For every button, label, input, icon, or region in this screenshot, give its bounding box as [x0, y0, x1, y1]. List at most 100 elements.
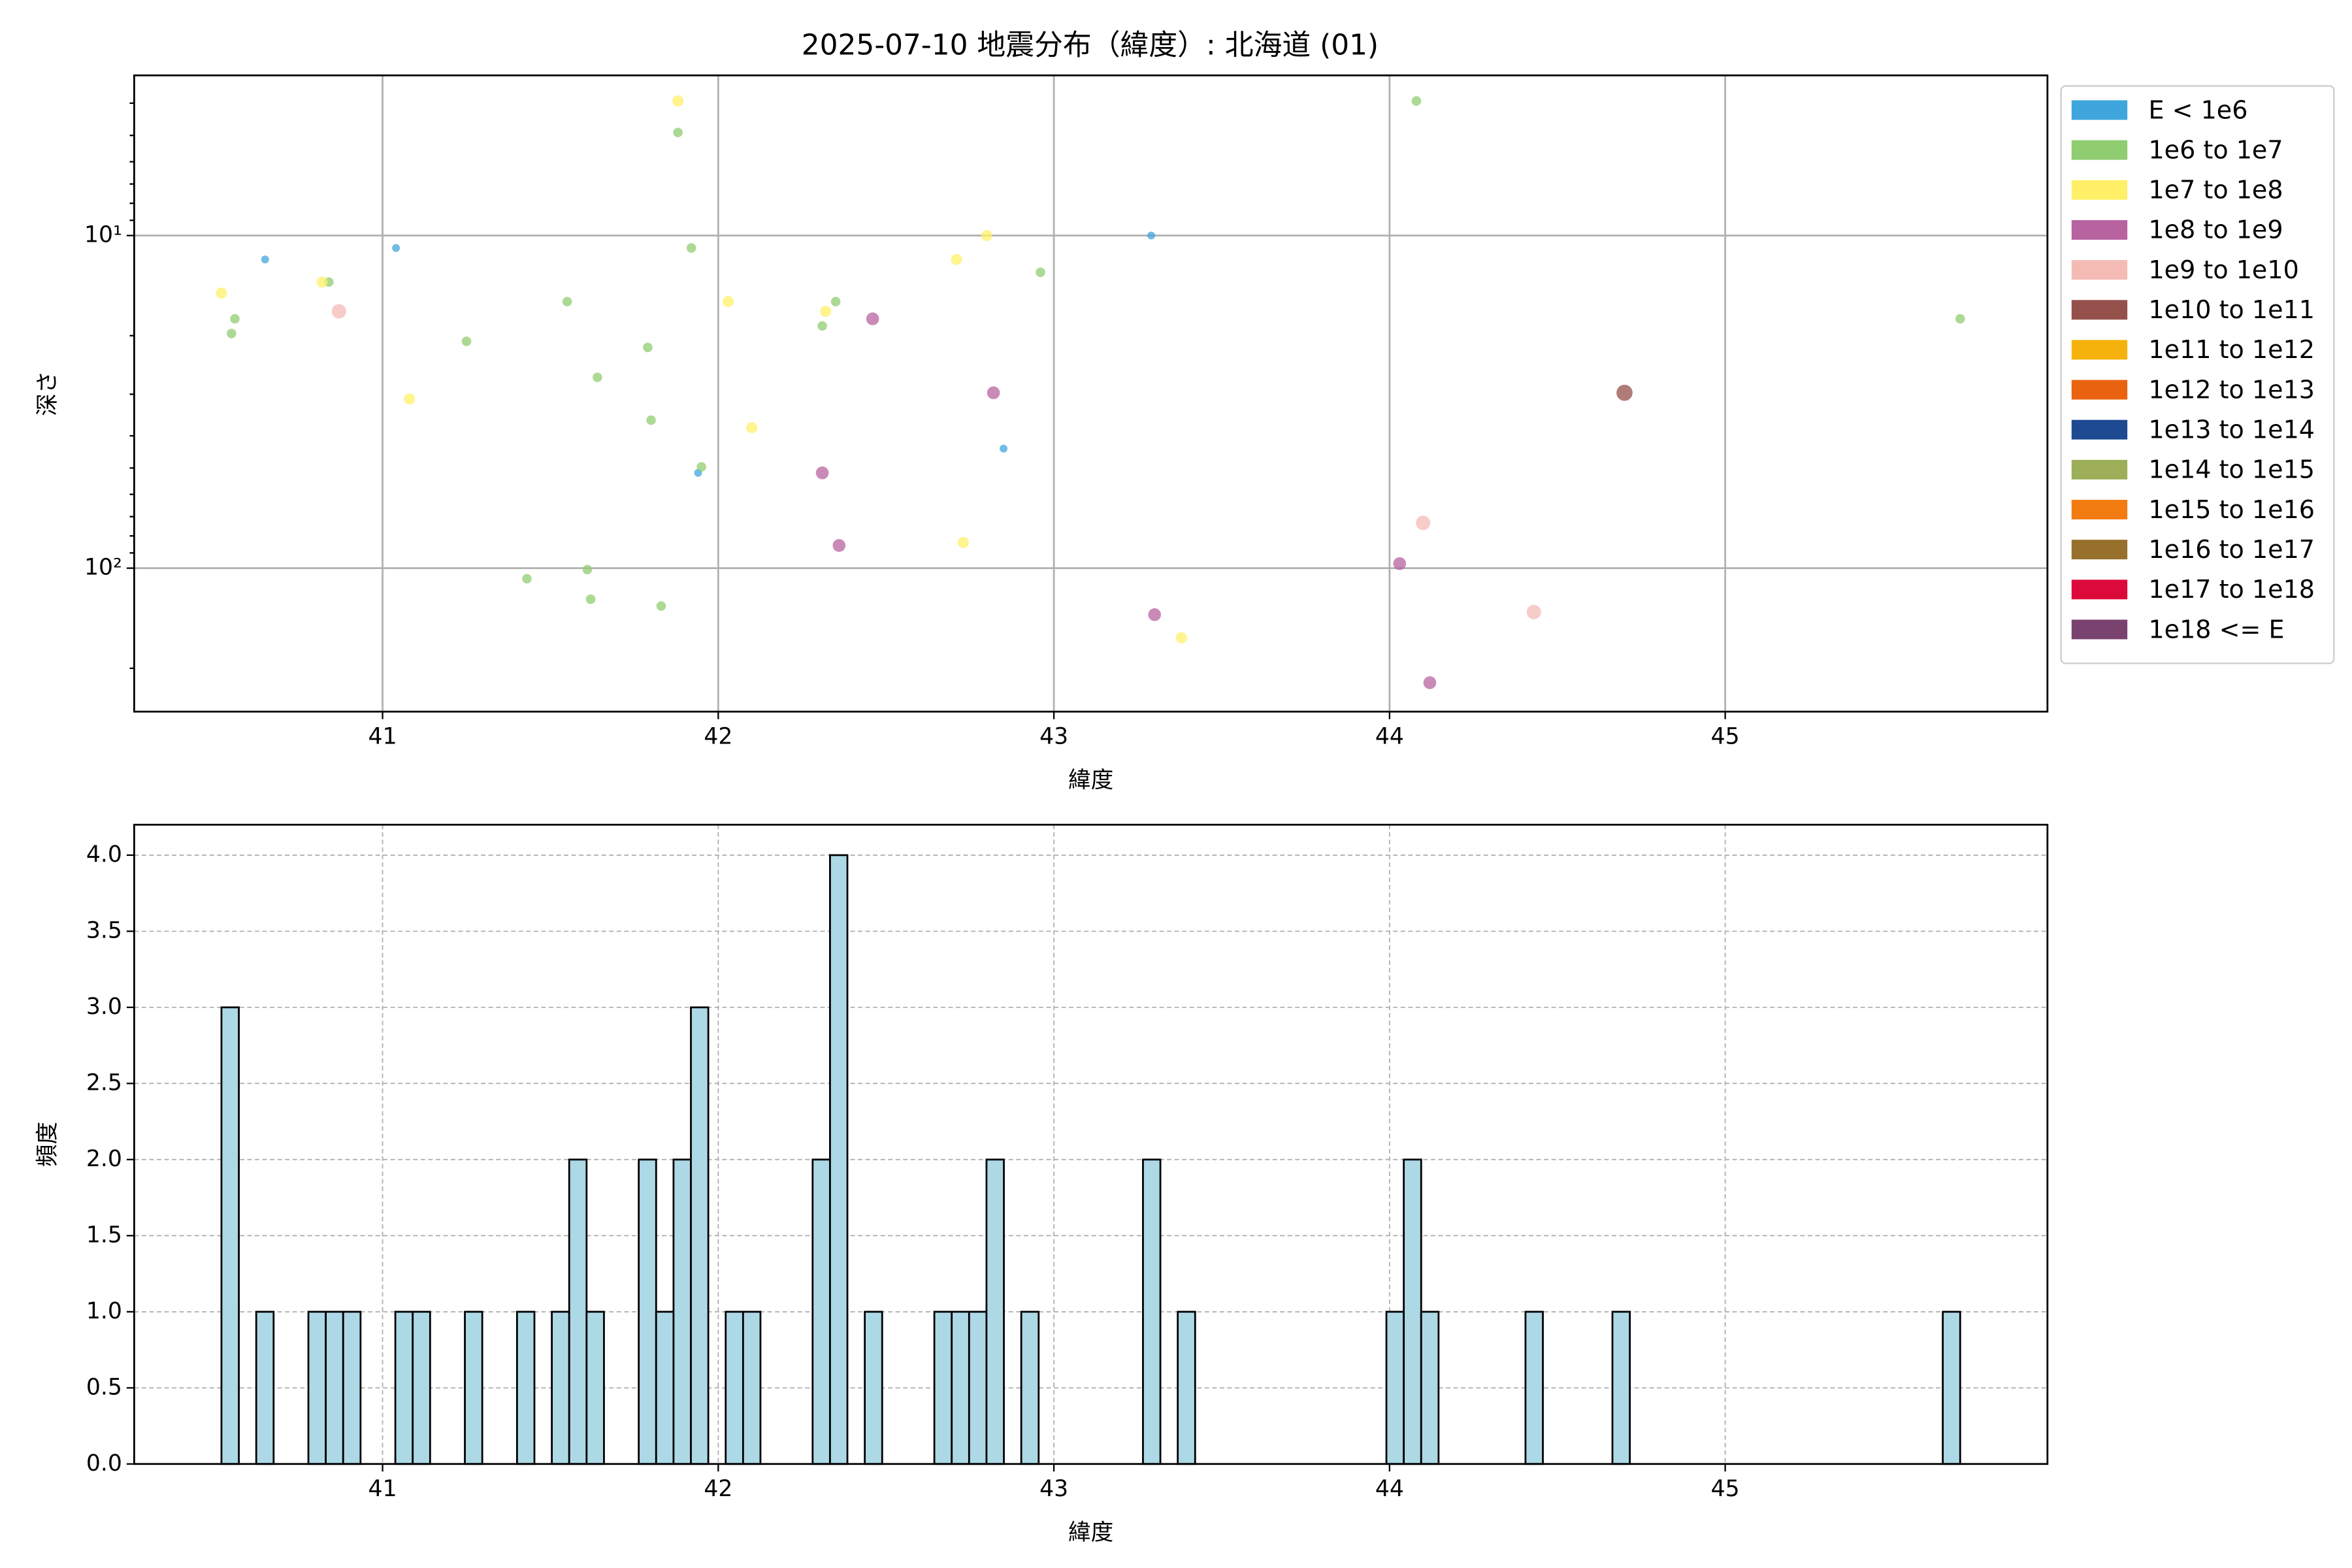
- scatter-point: [866, 312, 879, 325]
- y-tick-label: 1.0: [86, 1298, 122, 1324]
- plot-frame: [133, 823, 2049, 1465]
- scatter-point: [331, 304, 346, 319]
- histogram-bar: [829, 854, 849, 1465]
- histogram-bar: [1420, 1311, 1440, 1465]
- histogram-bar: [342, 1311, 362, 1465]
- scatter-point: [392, 244, 400, 252]
- scatter-point: [951, 253, 962, 265]
- scatter-point: [981, 229, 992, 242]
- scatter-point: [1147, 231, 1156, 240]
- scatter-point: [1526, 604, 1541, 619]
- legend-swatch: [2071, 180, 2128, 200]
- histogram-bar: [655, 1311, 675, 1465]
- y-tick-label: 3.0: [86, 994, 122, 1020]
- scatter-point: [746, 421, 758, 434]
- x-axis-label: 緯度: [1068, 767, 1113, 793]
- histogram-bar: [255, 1311, 275, 1465]
- y-tick-label: 1.5: [86, 1222, 122, 1248]
- y-axis-label: 頻度: [35, 1122, 61, 1167]
- legend-label: 1e14 to 1e15: [2148, 455, 2315, 484]
- scatter-point: [832, 539, 846, 552]
- histogram-bar: [325, 1311, 344, 1465]
- histogram-bar: [690, 1006, 710, 1465]
- legend-swatch: [2071, 580, 2128, 600]
- legend-swatch: [2071, 500, 2128, 519]
- x-tick-label: 45: [1711, 723, 1740, 749]
- legend-swatch: [2071, 340, 2128, 360]
- scatter-point: [227, 329, 237, 338]
- scatter-point: [1148, 608, 1162, 621]
- legend-label: 1e8 to 1e9: [2148, 216, 2283, 244]
- x-tick-label: 41: [368, 1476, 397, 1502]
- scatter-point: [1616, 384, 1633, 401]
- histogram-bar: [638, 1158, 657, 1465]
- histogram-bar: [307, 1311, 327, 1465]
- histogram-bar: [1385, 1311, 1405, 1465]
- histogram-bar: [585, 1311, 605, 1465]
- legend-swatch: [2071, 140, 2128, 160]
- histogram-bar: [1177, 1311, 1196, 1465]
- histogram-bar: [968, 1311, 988, 1465]
- scatter-point: [646, 415, 656, 425]
- scatter-point: [585, 594, 596, 604]
- histogram-bar: [1020, 1311, 1040, 1465]
- y-tick-label: 10²: [84, 555, 122, 581]
- legend-swatch: [2071, 459, 2128, 480]
- legend-label: 1e9 to 1e10: [2148, 255, 2298, 284]
- legend-label: 1e12 to 1e13: [2148, 375, 2315, 404]
- y-tick-label: 4.0: [86, 841, 122, 868]
- scatter-point: [1000, 444, 1008, 453]
- legend-swatch: [2071, 300, 2128, 320]
- legend-label: 1e18 <= E: [2148, 615, 2284, 644]
- legend-label: E < 1e6: [2148, 95, 2247, 124]
- legend-label: 1e6 to 1e7: [2148, 135, 2283, 164]
- histogram-bar: [742, 1311, 762, 1465]
- x-tick-label: 45: [1711, 1476, 1740, 1502]
- legend-swatch: [2071, 260, 2128, 280]
- histogram-bar: [516, 1311, 536, 1465]
- plot-frame: [133, 74, 2049, 713]
- scatter-point: [672, 95, 684, 107]
- histogram-bar: [725, 1311, 744, 1465]
- scatter-point: [1393, 557, 1407, 570]
- legend-label: 1e10 to 1e11: [2148, 295, 2315, 324]
- scatter-point: [723, 296, 734, 308]
- scatter-point: [461, 336, 472, 346]
- histogram-bar: [1524, 1311, 1544, 1465]
- legend-swatch: [2071, 419, 2128, 440]
- scatter-point: [1411, 96, 1422, 106]
- legend-swatch: [2071, 619, 2128, 640]
- scatter-point: [673, 127, 683, 138]
- histogram-bar: [464, 1311, 483, 1465]
- scatter-point: [686, 243, 696, 253]
- histogram-bar: [1942, 1311, 1961, 1465]
- histogram-bar: [1611, 1311, 1631, 1465]
- histogram-bar: [394, 1311, 414, 1465]
- scatter-point: [815, 466, 829, 480]
- scatter-point: [230, 314, 240, 324]
- x-tick-label: 44: [1375, 1476, 1404, 1502]
- scatter-point: [522, 574, 532, 584]
- legend-label: 1e16 to 1e17: [2148, 535, 2315, 564]
- legend-swatch: [2071, 220, 2128, 240]
- chart-title: 2025-07-10 地震分布（緯度）: 北海道 (01): [802, 29, 1379, 62]
- legend-label: 1e11 to 1e12: [2148, 335, 2315, 364]
- histogram-bar: [951, 1311, 970, 1465]
- scatter-point: [216, 287, 227, 299]
- legend-label: 1e7 to 1e8: [2148, 176, 2283, 204]
- histogram-bar: [811, 1158, 831, 1465]
- y-tick-label: 2.0: [86, 1146, 122, 1172]
- scatter-point: [696, 462, 706, 472]
- histogram-bar: [568, 1158, 588, 1465]
- x-tick-label: 41: [368, 723, 397, 749]
- legend-swatch: [2071, 380, 2128, 400]
- legend-label: 1e15 to 1e16: [2148, 495, 2315, 524]
- scatter-point: [261, 255, 269, 264]
- x-tick-label: 44: [1375, 723, 1404, 749]
- histogram-bar: [220, 1006, 240, 1465]
- legend-label: 1e17 to 1e18: [2148, 575, 2315, 604]
- legend-swatch: [2071, 540, 2128, 560]
